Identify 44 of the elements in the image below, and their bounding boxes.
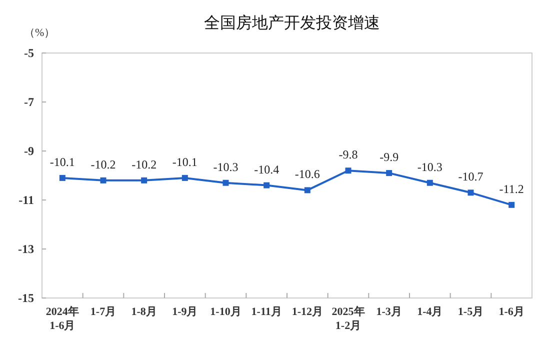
x-tick-label: 1-6月 <box>498 306 524 318</box>
x-tick-label: 1-5月 <box>458 306 484 318</box>
y-tick-label: -11 <box>18 193 34 207</box>
point <box>59 174 66 181</box>
chart-title: 全国房地产开发投资增速 <box>204 13 380 32</box>
data-label: -9.8 <box>338 148 358 162</box>
data-label: -10.3 <box>213 160 238 174</box>
x-tick-label: 1-4月 <box>417 306 443 318</box>
x-tick-label: 1-10月 <box>210 306 242 318</box>
x-tick-label: 1-8月 <box>131 306 157 318</box>
point <box>141 177 148 184</box>
point <box>304 187 310 194</box>
point <box>222 180 229 186</box>
x-tick-label: 2025年 1-2月 <box>332 305 365 332</box>
data-label: -9.9 <box>380 150 399 164</box>
point <box>182 174 188 181</box>
data-label: -10.2 <box>90 157 116 172</box>
y-tick-label: -5 <box>24 46 34 60</box>
x-tick-label: 1-11月 <box>251 306 282 318</box>
data-label: -11.2 <box>499 182 524 196</box>
x-tick-label: 1-3月 <box>376 306 402 318</box>
point <box>426 180 433 186</box>
point <box>345 168 352 174</box>
y-axis-title: （%） <box>24 27 56 39</box>
point <box>386 170 392 176</box>
data-label: -10.6 <box>294 167 320 182</box>
y-tick-label: -7 <box>24 95 34 109</box>
point <box>508 202 515 208</box>
data-label: -10.7 <box>458 170 484 184</box>
data-label: -10.4 <box>254 162 280 176</box>
point <box>100 177 106 184</box>
y-tick-label: -9 <box>24 144 34 158</box>
point <box>264 182 270 188</box>
data-label: -10.2 <box>132 157 157 172</box>
y-tick-label: -15 <box>18 291 34 305</box>
x-tick-label: 2024年 1-6月 <box>46 305 79 332</box>
x-tick-label: 1-12月 <box>292 306 324 318</box>
data-label: -10.3 <box>417 160 442 174</box>
x-tick-label: 1-7月 <box>90 306 116 318</box>
data-label: -10.1 <box>172 154 198 169</box>
x-tick-label: 1-9月 <box>172 306 198 318</box>
point <box>468 190 474 196</box>
data-label: -10.1 <box>50 154 75 169</box>
y-tick-label: -13 <box>18 242 34 256</box>
